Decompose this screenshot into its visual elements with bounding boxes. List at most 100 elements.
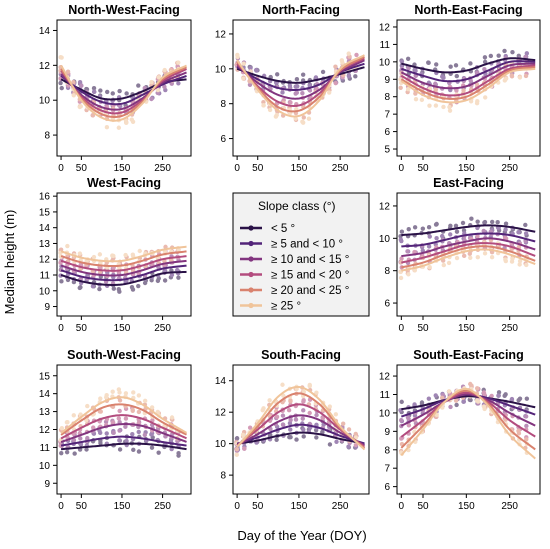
- scatter-point: [426, 244, 432, 249]
- scatter-point: [117, 438, 122, 443]
- scatter-point: [447, 104, 452, 110]
- scatter-point: [454, 255, 460, 261]
- series-line-2: [60, 74, 187, 106]
- scatter-point: [475, 219, 480, 224]
- scatter-point: [301, 115, 306, 120]
- series-line-6: [60, 64, 187, 122]
- scatter-point: [176, 60, 181, 65]
- scatter-point: [117, 428, 122, 433]
- scatter-point: [116, 416, 122, 421]
- panel-south-facing: South-Facing 0 50 150 250 8 10 12 14: [215, 348, 370, 512]
- x-tick-label: 250: [332, 163, 349, 174]
- scatter-point: [399, 436, 404, 441]
- y-tick-label: 9: [384, 427, 390, 438]
- scatter-point: [439, 395, 445, 401]
- series-line-6: [236, 54, 365, 118]
- scatter-point: [447, 108, 453, 113]
- scatter-point: [313, 75, 319, 80]
- scatter-point: [448, 223, 453, 228]
- scatter-point: [110, 420, 116, 425]
- scatter-point: [176, 81, 181, 86]
- y-tick-label: 12: [215, 408, 227, 419]
- scatter-point: [320, 69, 326, 75]
- y-tick-label: 8: [384, 92, 390, 103]
- scatter-point: [346, 444, 351, 449]
- panel-frame: [56, 19, 192, 157]
- series-line-2: [401, 60, 536, 83]
- scatter-point: [234, 452, 239, 457]
- scatter-point: [489, 393, 494, 399]
- x-tick-label: 150: [114, 501, 131, 512]
- scatter-point: [59, 450, 64, 456]
- scatter-point: [155, 87, 161, 93]
- scatter-point: [481, 228, 486, 234]
- series-line-6: [236, 385, 366, 451]
- scatter-point: [117, 408, 122, 414]
- panel-east-facing: East-Facing 0 50 150 250 6 8 10 12: [379, 176, 541, 334]
- scatter-point: [489, 219, 495, 225]
- scatter-point: [434, 62, 439, 67]
- scatter-point: [286, 407, 292, 413]
- scatter-point: [482, 55, 488, 60]
- x-tick-label: 150: [458, 501, 475, 512]
- scatter-point: [327, 442, 333, 447]
- x-tick-label: 50: [76, 323, 88, 334]
- legend-item: ≥ 10 and < 15 °: [240, 254, 349, 266]
- legend-swatch-dot: [248, 271, 254, 278]
- x-tick-label: 150: [291, 163, 308, 174]
- panel-north-east-facing: North-East-Facing 0 50 150 250 5 6 7 8 9 10 11 12: [379, 3, 541, 174]
- scatter-point: [510, 49, 515, 55]
- scatter-point: [162, 84, 167, 90]
- scatter-point: [495, 220, 500, 225]
- x-tick-label: 250: [332, 501, 349, 512]
- scatter-point: [175, 267, 180, 273]
- scatter-point: [117, 289, 122, 294]
- scatter-point: [461, 88, 466, 93]
- scatter-point: [267, 107, 273, 113]
- scatter-point: [65, 419, 70, 425]
- scatter-point: [273, 114, 279, 119]
- series-line-5: [400, 389, 536, 451]
- scatter-point: [398, 275, 404, 281]
- scatter-point: [427, 103, 432, 108]
- scatter-point: [301, 434, 306, 439]
- y-tick-label: 14: [215, 376, 227, 387]
- y-tick-label: 8: [384, 266, 390, 277]
- scatter-point: [446, 260, 452, 266]
- scatter-point: [468, 397, 473, 403]
- scatter-point: [168, 438, 174, 444]
- legend: Slope class (°) < 5 ° ≥ 5 and < 10 ° ≥ 10 …: [232, 192, 370, 317]
- scatter-point: [314, 390, 319, 395]
- scatter-point: [163, 244, 168, 250]
- scatter-point: [111, 286, 117, 291]
- scatter-point: [510, 256, 515, 261]
- panel-north-facing: North-Facing 0 50 150 250 6 8 10 12: [215, 3, 370, 174]
- series-line-6: [400, 67, 536, 104]
- scatter-point: [275, 72, 280, 77]
- y-tick-label: 14: [39, 26, 51, 37]
- scatter-point: [412, 268, 418, 273]
- scatter-point: [130, 252, 136, 257]
- series-line-5: [400, 66, 536, 100]
- x-tick-label: 50: [417, 323, 429, 334]
- scatter-point: [104, 431, 109, 436]
- scatter-point: [110, 389, 115, 394]
- scatter-point: [149, 432, 154, 437]
- y-tick-label: 10: [215, 439, 227, 450]
- x-tick-label: 0: [399, 501, 405, 512]
- scatter-point: [117, 88, 122, 94]
- scatter-point: [59, 425, 65, 431]
- scatter-point: [524, 396, 530, 401]
- scatter-point: [460, 220, 466, 226]
- scatter-point: [496, 53, 501, 58]
- scatter-point: [346, 51, 351, 56]
- y-tick-label: 8: [44, 131, 50, 142]
- scatter-point: [405, 249, 410, 254]
- panel-frame: [232, 364, 370, 495]
- y-tick-label: 12: [39, 425, 51, 436]
- series-line-1: [401, 57, 536, 74]
- y-tick-label: 16: [39, 192, 51, 203]
- scatter-point: [419, 97, 425, 103]
- panel-title: West-Facing: [87, 176, 161, 190]
- scatter-point: [288, 100, 293, 105]
